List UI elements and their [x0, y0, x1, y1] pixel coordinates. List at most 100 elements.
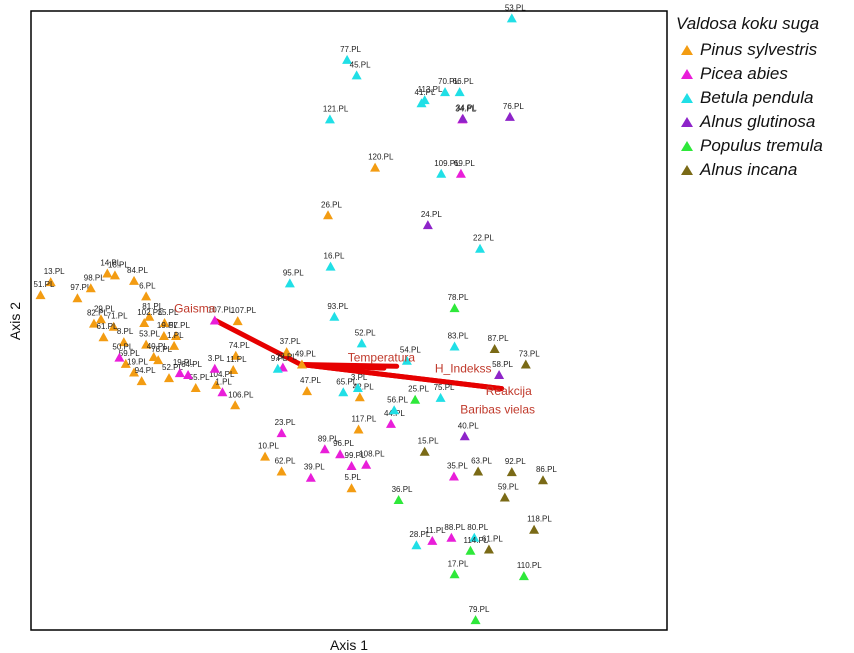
point-label: 55.PL [189, 373, 210, 382]
point-label: 108.PL [359, 450, 385, 459]
point-label: 114.PL [463, 536, 488, 545]
legend: Valdosa koku suga Pinus sylvestris Picea … [676, 14, 854, 182]
point-11-pl [427, 535, 438, 545]
point-74-pl [230, 350, 241, 360]
point-25-pl [410, 394, 421, 404]
point-label: 80.PL [467, 523, 488, 532]
point-11-pl [228, 365, 239, 375]
point-61-pl [98, 332, 109, 342]
vector-label-temperatura: Temperatura [348, 350, 416, 364]
point-label: 76.PL [503, 102, 524, 111]
point-120-pl [370, 162, 381, 172]
vector-label-baribas-vielas: Baribas vielas [460, 402, 535, 416]
point-104-pl [211, 379, 222, 389]
legend-label: Alnus glutinosa [700, 112, 816, 131]
legend-item-populus-tremula: Populus tremula [676, 134, 854, 158]
point-label: 62.PL [275, 457, 296, 466]
triangle-marker-icon [680, 140, 694, 152]
vector-label-gaisma: Gaisma [174, 301, 216, 315]
point-77-pl [342, 54, 353, 64]
point-108-pl [361, 459, 372, 469]
point-97-pl [72, 293, 83, 303]
point-label: 69.PL [454, 159, 475, 168]
point-34b-pl [457, 113, 468, 123]
point-70-pl [440, 87, 451, 97]
point-89-pl [319, 444, 330, 454]
point-107-pl [232, 316, 243, 326]
point-label: 64.PL [181, 360, 202, 369]
series-alnus-incana: 87.PL 73.PL 15.PL 63.PL 92.PL 86.PL 59.PL 118.P… [418, 334, 557, 554]
legend-items: Pinus sylvestris Picea abies Betula pendul… [676, 38, 854, 182]
point-label: 95.PL [283, 268, 304, 277]
point-label: 109.PL [434, 159, 460, 168]
point-58-pl [494, 369, 505, 379]
point-label: 51.PL [34, 280, 55, 289]
point-label: 77.PL [340, 45, 361, 54]
point-54-pl [401, 355, 412, 365]
point-5-pl [346, 483, 357, 493]
legend-item-alnus-glutinosa: Alnus glutinosa [676, 110, 854, 134]
point-label: 59.PL [498, 483, 519, 492]
point-label: 73.PL [519, 349, 540, 358]
point-label: 27.PL [276, 353, 297, 362]
point-79-pl [470, 615, 481, 625]
point-label: 49.PL [295, 349, 316, 358]
legend-label: Pinus sylvestris [700, 40, 818, 59]
point-label: 22.PL [473, 234, 494, 243]
point-53-pl [141, 339, 152, 349]
point-83-pl [449, 341, 460, 351]
triangle-marker-icon [680, 68, 694, 80]
point-label: 19.PL [127, 357, 148, 366]
point-label: 13.PL [44, 267, 65, 276]
point-label: 50.PL [112, 343, 133, 352]
point-label: 40.PL [458, 421, 479, 430]
x-axis-label: Axis 1 [330, 637, 368, 653]
legend-item-betula-pendula: Betula pendula [676, 86, 854, 110]
vector-label-h-indekss: H_Indekss [435, 361, 492, 375]
point-19b-pl [129, 367, 140, 377]
point-3-pl [209, 363, 220, 373]
point-label: 113.PL [418, 85, 443, 94]
point-label: 39.PL [304, 463, 325, 472]
point-95-pl [284, 278, 295, 288]
environment-vectors [212, 318, 505, 392]
point-label: 107.PL [208, 306, 234, 315]
point-84-pl [129, 275, 140, 285]
point-label: 29.PL [94, 304, 115, 313]
point-76-pl [504, 111, 515, 121]
point-label: 6.PL [139, 281, 156, 290]
point-label: 40.PL [147, 342, 168, 351]
point-96-pl [335, 449, 346, 459]
point-label: 89.PL [318, 434, 339, 443]
point-69-pl [455, 168, 466, 178]
point-label: 11.PL [425, 526, 446, 535]
point-3b-pl [352, 382, 363, 392]
point-label: 98.PL [84, 273, 105, 282]
point-label: 79.PL [469, 605, 490, 614]
point-label: 42.PL [353, 382, 374, 391]
point-label: 107.PL [231, 306, 257, 315]
point-label: 88.PL [444, 523, 465, 532]
point-label: 1.PL [167, 331, 184, 340]
point-label: 84.PL [127, 266, 148, 275]
point-15-pl [419, 446, 430, 456]
point-117-pl [353, 424, 364, 434]
point-86-pl [537, 475, 548, 485]
point-107b-pl [209, 315, 220, 325]
legend-item-pinus-sylvestris: Pinus sylvestris [676, 38, 854, 62]
point-110-pl [518, 571, 529, 581]
point-73-pl [520, 359, 531, 369]
vector-baribas-vielas [298, 361, 505, 392]
point-label: 102.PL [137, 308, 163, 317]
point-26-pl [323, 210, 334, 220]
point-label: 58.PL [492, 360, 513, 369]
point-99-pl [346, 460, 357, 470]
legend-title: Valdosa koku suga [676, 14, 820, 33]
point-59-pl [120, 358, 131, 368]
point-1-pl [217, 387, 228, 397]
legend-label: Picea abies [700, 64, 788, 83]
point-label: 118.PL [527, 515, 552, 524]
